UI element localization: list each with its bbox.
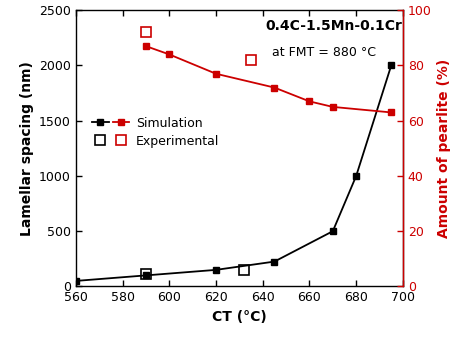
Text: at FMT = 880 °C: at FMT = 880 °C (272, 46, 376, 59)
Y-axis label: Lamellar spacing (nm): Lamellar spacing (nm) (19, 61, 34, 236)
X-axis label: CT (°C): CT (°C) (212, 310, 267, 324)
Text: 0.4C-1.5Mn-0.1Cr: 0.4C-1.5Mn-0.1Cr (265, 18, 402, 32)
Legend: Simulation, Experimental: Simulation, Experimental (92, 117, 219, 148)
Y-axis label: Amount of pearlite (%): Amount of pearlite (%) (437, 59, 451, 238)
